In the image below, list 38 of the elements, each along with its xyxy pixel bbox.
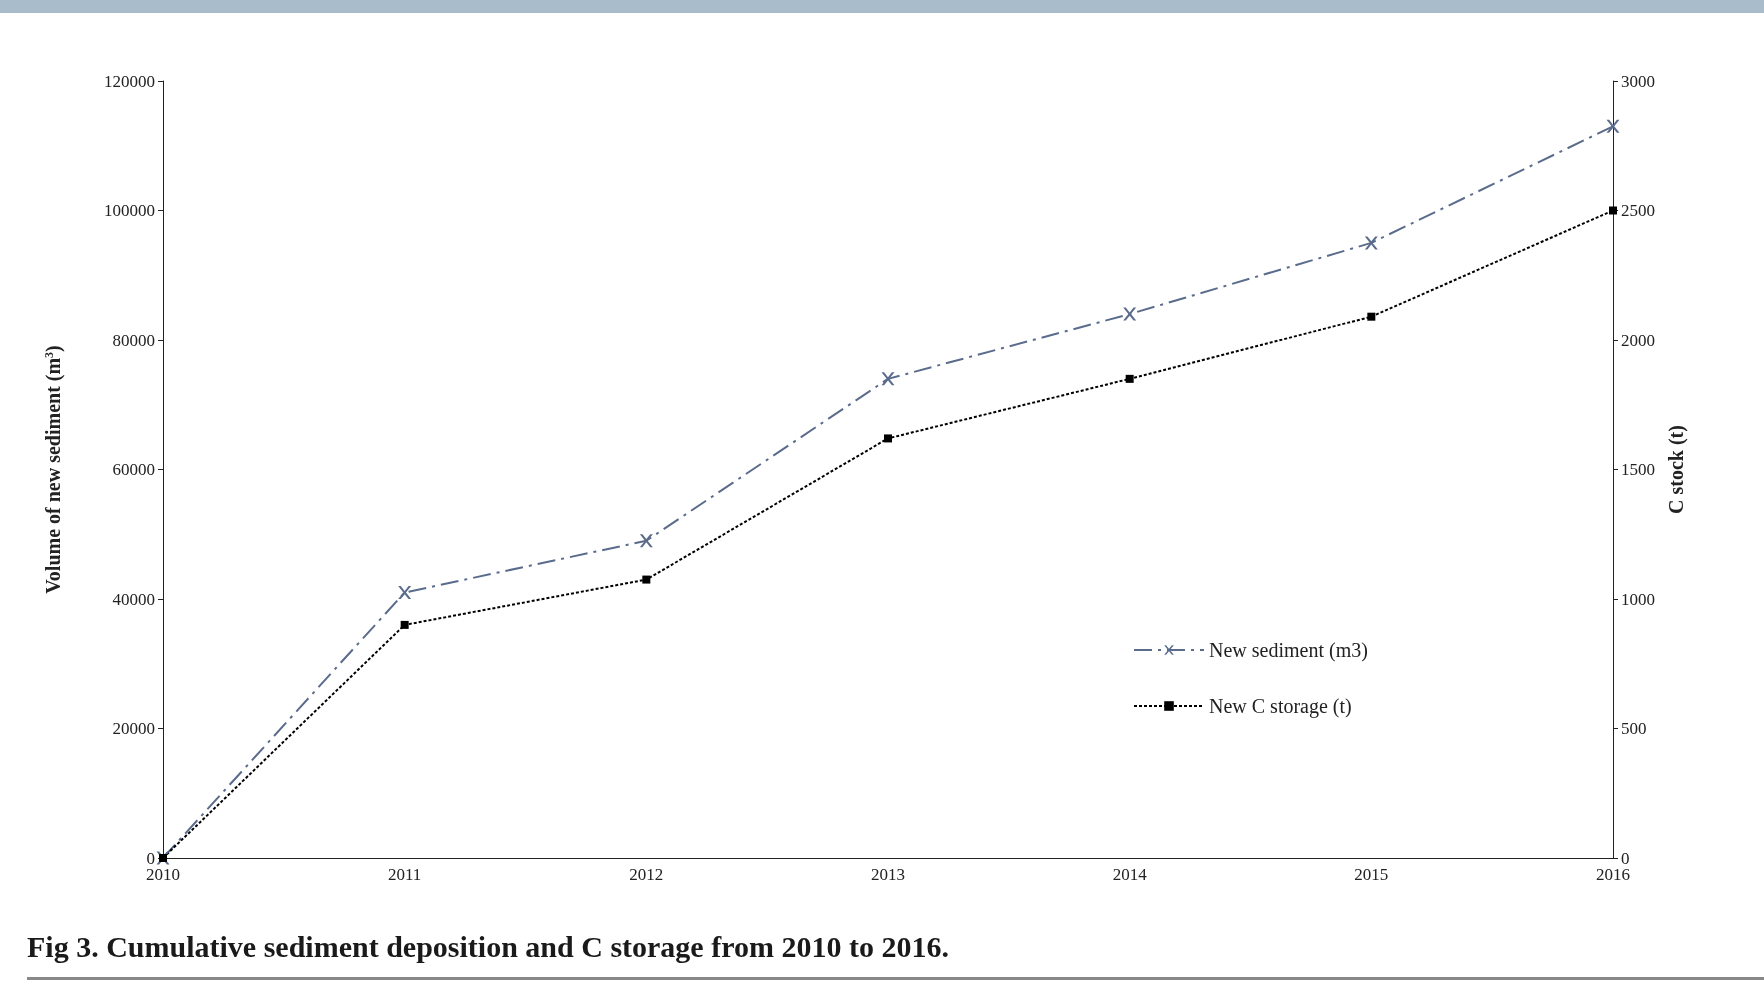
- y2-tick-label: 2500: [1621, 201, 1655, 220]
- point: [884, 434, 892, 443]
- y2-tick-label: 1000: [1621, 589, 1655, 609]
- y-tick-label: 120000: [104, 71, 155, 91]
- y2-axis-title: C stock (t): [1664, 425, 1688, 514]
- y2-tick-label: 500: [1621, 719, 1647, 738]
- point: [398, 586, 412, 600]
- point: [1606, 119, 1620, 133]
- point: [1125, 374, 1134, 383]
- y2-tick-label: 1500: [1621, 460, 1655, 479]
- y2-tick-label: 3000: [1621, 71, 1655, 91]
- point: [1609, 206, 1617, 215]
- y-tick-label: 80000: [112, 330, 155, 350]
- legend-label: New C storage (t): [1209, 695, 1352, 718]
- y-axis-title: Volume of new sediment (m3): [42, 345, 65, 594]
- point: [1367, 312, 1376, 321]
- x-tick-label: 2011: [387, 865, 422, 884]
- point: [881, 372, 895, 386]
- y2-tick-label: 0: [1621, 848, 1630, 868]
- point: [639, 534, 653, 548]
- x-tick-label: 2014: [1112, 865, 1148, 884]
- x-tick-label: 2016: [1596, 865, 1630, 884]
- y-tick-label: 0: [146, 848, 155, 868]
- legend-label: New sediment (m3): [1209, 639, 1368, 662]
- y2-tick-label: 2000: [1621, 330, 1655, 350]
- text: Fig 3. Cumulative sediment deposition and C storage from 2010 to 2016.: [27, 930, 949, 964]
- y-tick-label: 40000: [112, 589, 155, 609]
- x-tick-label: 2015: [1354, 865, 1389, 884]
- point: [1364, 236, 1378, 250]
- x-tick-label: 2013: [871, 865, 905, 884]
- point: [400, 620, 409, 629]
- x-tick-label: 2010: [146, 865, 180, 884]
- y-tick-label: 100000: [104, 201, 155, 220]
- point: [1123, 307, 1137, 321]
- y-tick-label: 60000: [112, 460, 155, 479]
- y-tick-label: 20000: [112, 719, 155, 738]
- x-tick-label: 2012: [629, 865, 664, 884]
- point: [642, 575, 651, 584]
